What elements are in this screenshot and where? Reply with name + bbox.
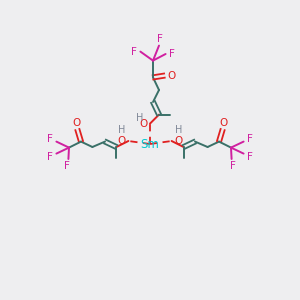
- Text: F: F: [157, 34, 163, 44]
- Text: H: H: [118, 124, 125, 135]
- Text: H: H: [136, 112, 143, 123]
- Text: F: F: [247, 134, 253, 144]
- Text: O: O: [167, 70, 175, 81]
- Text: O: O: [139, 118, 148, 129]
- Text: H: H: [175, 124, 182, 135]
- Text: F: F: [230, 160, 236, 171]
- Text: F: F: [64, 160, 70, 171]
- Text: F: F: [47, 152, 53, 162]
- Text: F: F: [47, 134, 53, 144]
- Text: O: O: [219, 118, 228, 128]
- Text: Sm: Sm: [141, 137, 159, 151]
- Text: O: O: [118, 136, 126, 146]
- Text: F: F: [247, 152, 253, 162]
- Text: F: F: [169, 49, 175, 59]
- Text: O: O: [174, 136, 182, 146]
- Text: O: O: [72, 118, 81, 128]
- Text: F: F: [131, 46, 137, 57]
